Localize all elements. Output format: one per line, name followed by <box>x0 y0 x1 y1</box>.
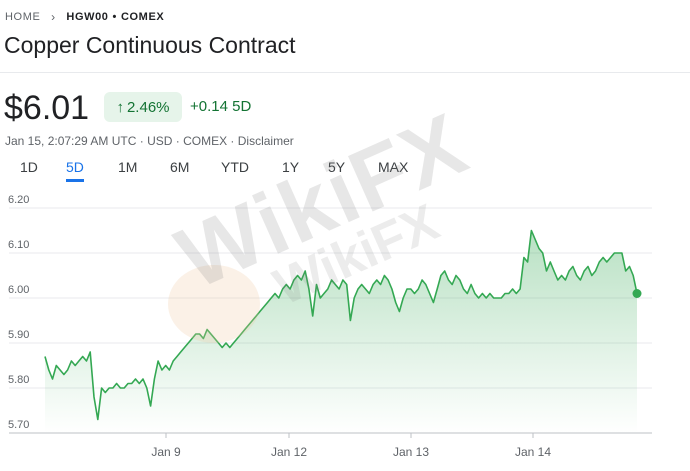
price-chart[interactable]: 6.206.106.005.905.805.70 Jan 9 Jan 12 Jan … <box>0 190 690 471</box>
tab-5y[interactable]: 5Y <box>328 159 346 175</box>
price-line <box>44 229 638 421</box>
current-price: $6.01 <box>4 89 90 127</box>
tab-max[interactable]: MAX <box>378 159 409 175</box>
divider <box>0 72 690 73</box>
x-tick-label: Jan 12 <box>271 445 307 459</box>
breadcrumb: HOME › HGW00 • COMEX <box>5 10 164 24</box>
y-tick-label: 5.80 <box>8 374 29 386</box>
tab-6m[interactable]: 6M <box>170 159 190 175</box>
tab-1d[interactable]: 1D <box>20 159 38 175</box>
price-area <box>45 230 637 433</box>
quote-meta: Jan 15, 2:07:29 AM UTC · USD · COMEX · D… <box>5 134 294 148</box>
chevron-right-icon: › <box>51 10 56 24</box>
x-axis: Jan 9 Jan 12 Jan 13 Jan 14 <box>9 432 652 459</box>
percent-change-value: 2.46% <box>126 98 170 116</box>
quote-timestamp: Jan 15, 2:07:29 AM UTC · USD · COMEX · <box>5 134 238 148</box>
x-tick-label: Jan 9 <box>151 445 181 459</box>
x-tick-label: Jan 13 <box>393 445 429 459</box>
tab-1m[interactable]: 1M <box>118 159 138 175</box>
y-tick-label: 6.20 <box>8 194 29 206</box>
y-axis-labels: 6.20 6.10 6.00 5.90 5.80 5.70 <box>8 194 29 431</box>
tab-ytd[interactable]: YTD <box>221 159 249 175</box>
absolute-change: +0.14 5D <box>190 98 252 115</box>
last-price-dot <box>632 289 642 298</box>
arrow-up-icon: ↑ <box>116 98 124 116</box>
breadcrumb-separator: • <box>112 11 117 23</box>
tab-1y[interactable]: 1Y <box>282 159 300 175</box>
y-tick-label: 6.00 <box>8 284 29 296</box>
tab-5d[interactable]: 5D <box>66 159 84 182</box>
breadcrumb-symbol: HGW00 <box>66 11 109 23</box>
disclaimer-link[interactable]: Disclaimer <box>237 134 294 148</box>
y-tick-label: 5.90 <box>8 329 29 341</box>
y-tick-label: 6.10 <box>8 239 29 251</box>
breadcrumb-home-link[interactable]: HOME <box>5 11 41 23</box>
page-title: Copper Continuous Contract <box>4 32 296 58</box>
percent-change-badge: ↑ 2.46% <box>104 92 182 122</box>
y-tick-label: 5.70 <box>8 419 29 431</box>
breadcrumb-exchange: COMEX <box>120 11 165 23</box>
x-tick-label: Jan 14 <box>515 445 551 459</box>
